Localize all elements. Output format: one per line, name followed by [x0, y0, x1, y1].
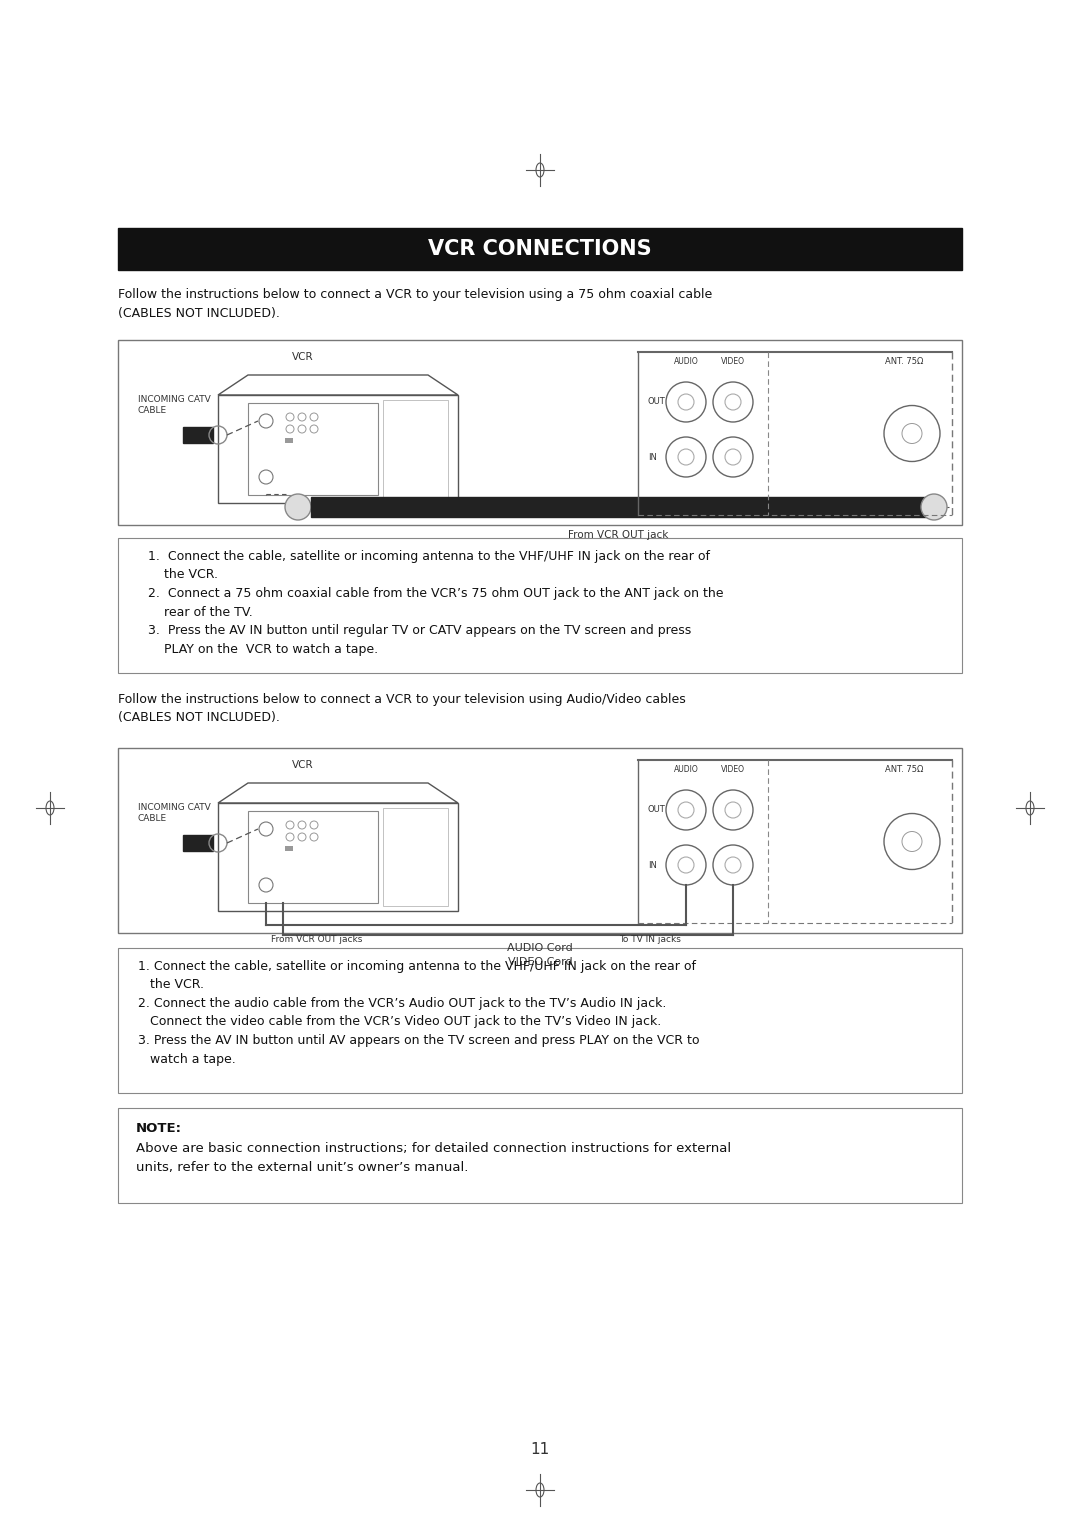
- Text: IN: IN: [648, 861, 657, 869]
- Bar: [285, 438, 293, 443]
- Text: IN: IN: [648, 452, 657, 461]
- Bar: [118, 948, 962, 1093]
- Text: Above are basic connection instructions; for detailed connection instructions fo: Above are basic connection instructions;…: [136, 1142, 731, 1174]
- Text: VCR CONNECTIONS: VCR CONNECTIONS: [428, 240, 652, 260]
- Text: NOTE:: NOTE:: [136, 1122, 183, 1135]
- Text: ANT. 75Ω: ANT. 75Ω: [885, 765, 923, 774]
- Bar: [183, 428, 213, 443]
- Text: 1.  Connect the cable, satellite or incoming antenna to the VHF/UHF IN jack on t: 1. Connect the cable, satellite or incom…: [148, 550, 724, 655]
- Text: AUDIO: AUDIO: [674, 765, 699, 774]
- Bar: [118, 341, 962, 525]
- Text: INCOMING CATV
CABLE: INCOMING CATV CABLE: [138, 803, 211, 823]
- Circle shape: [921, 495, 947, 521]
- Text: Follow the instructions below to connect a VCR to your television using a 75 ohm: Follow the instructions below to connect…: [118, 289, 712, 319]
- Text: ANT. 75Ω: ANT. 75Ω: [885, 357, 923, 366]
- Text: VIDEO: VIDEO: [721, 357, 745, 366]
- Bar: [118, 748, 962, 933]
- Text: OUT: OUT: [648, 806, 665, 814]
- Bar: [285, 846, 293, 851]
- Text: AUDIO: AUDIO: [674, 357, 699, 366]
- Text: VCR: VCR: [293, 353, 314, 362]
- Bar: [118, 1109, 962, 1203]
- Text: OUT: OUT: [648, 397, 665, 406]
- Text: AUDIO Cord: AUDIO Cord: [508, 944, 572, 953]
- Bar: [311, 496, 926, 518]
- Bar: [383, 808, 448, 906]
- Bar: [383, 400, 448, 498]
- Text: VIDEO: VIDEO: [721, 765, 745, 774]
- Text: INCOMING CATV
CABLE: INCOMING CATV CABLE: [138, 395, 211, 415]
- Text: 1. Connect the cable, satellite or incoming antenna to the VHF/UHF IN jack on th: 1. Connect the cable, satellite or incom…: [138, 960, 700, 1066]
- Text: From VCR OUT jacks: From VCR OUT jacks: [271, 935, 363, 944]
- Bar: [248, 403, 378, 495]
- Bar: [248, 811, 378, 902]
- Bar: [218, 803, 458, 912]
- Circle shape: [285, 495, 311, 521]
- Bar: [183, 835, 213, 851]
- Text: From VCR OUT jack: From VCR OUT jack: [568, 530, 669, 541]
- Bar: [118, 228, 962, 270]
- Text: VCR: VCR: [293, 760, 314, 770]
- Bar: [218, 395, 458, 502]
- Text: Follow the instructions below to connect a VCR to your television using Audio/Vi: Follow the instructions below to connect…: [118, 693, 686, 724]
- Bar: [118, 538, 962, 673]
- Text: To TV IN jacks: To TV IN jacks: [619, 935, 681, 944]
- Text: 11: 11: [530, 1443, 550, 1457]
- Text: VIDEO Cord: VIDEO Cord: [508, 957, 572, 967]
